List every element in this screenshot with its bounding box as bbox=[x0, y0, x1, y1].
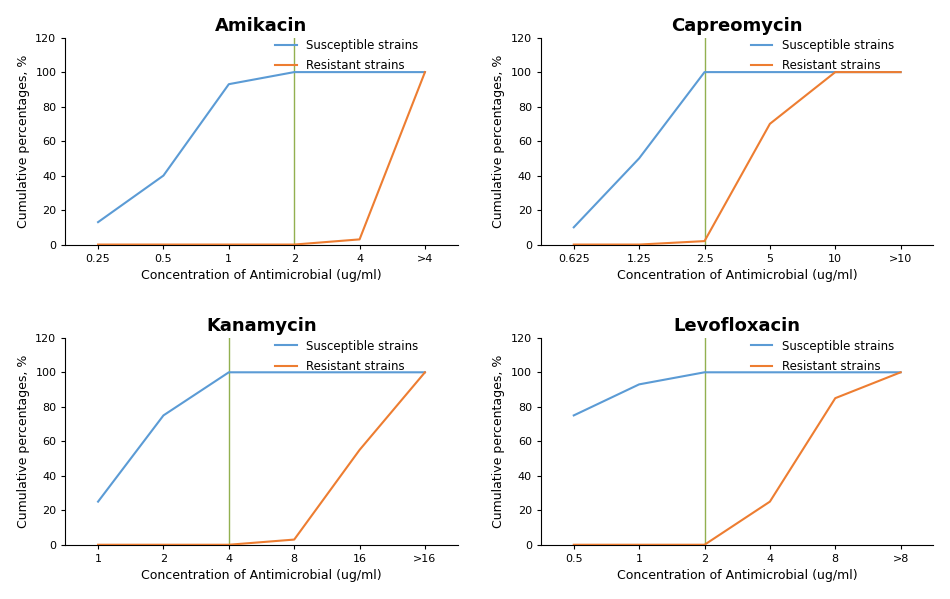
Resistant strains bbox=[353, 446, 365, 453]
Susceptible strains bbox=[829, 369, 841, 376]
Susceptible strains bbox=[634, 381, 645, 388]
Legend: Susceptible strains, Resistant strains: Susceptible strains, Resistant strains bbox=[276, 40, 418, 72]
X-axis label: Concentration of Antimicrobial (ug/ml): Concentration of Antimicrobial (ug/ml) bbox=[142, 269, 382, 282]
Susceptible strains bbox=[289, 68, 300, 75]
Resistant strains bbox=[634, 541, 645, 548]
X-axis label: Concentration of Antimicrobial (ug/ml): Concentration of Antimicrobial (ug/ml) bbox=[617, 569, 858, 582]
Susceptible strains bbox=[699, 68, 711, 75]
Resistant strains bbox=[634, 241, 645, 248]
Resistant strains bbox=[829, 68, 841, 75]
Resistant strains bbox=[223, 241, 235, 248]
Resistant strains bbox=[419, 68, 430, 75]
Susceptible strains bbox=[634, 155, 645, 162]
Susceptible strains bbox=[223, 369, 235, 376]
Susceptible strains bbox=[764, 68, 775, 75]
Y-axis label: Cumulative percentages, %: Cumulative percentages, % bbox=[17, 355, 29, 528]
Line: Resistant strains: Resistant strains bbox=[574, 373, 901, 544]
Resistant strains bbox=[353, 236, 365, 243]
Line: Susceptible strains: Susceptible strains bbox=[574, 72, 901, 227]
Susceptible strains bbox=[353, 68, 365, 75]
Resistant strains bbox=[764, 498, 775, 505]
Resistant strains bbox=[92, 541, 104, 548]
Y-axis label: Cumulative percentages, %: Cumulative percentages, % bbox=[17, 55, 29, 228]
Line: Susceptible strains: Susceptible strains bbox=[98, 373, 425, 501]
Resistant strains bbox=[829, 395, 841, 402]
Resistant strains bbox=[419, 369, 430, 376]
Susceptible strains bbox=[419, 369, 430, 376]
Line: Resistant strains: Resistant strains bbox=[98, 72, 425, 244]
Susceptible strains bbox=[158, 412, 169, 419]
Resistant strains bbox=[158, 241, 169, 248]
Resistant strains bbox=[223, 541, 235, 548]
Resistant strains bbox=[764, 120, 775, 128]
X-axis label: Concentration of Antimicrobial (ug/ml): Concentration of Antimicrobial (ug/ml) bbox=[142, 569, 382, 582]
Susceptible strains bbox=[829, 68, 841, 75]
Line: Resistant strains: Resistant strains bbox=[98, 373, 425, 544]
Resistant strains bbox=[699, 238, 711, 245]
Title: Kanamycin: Kanamycin bbox=[206, 317, 316, 335]
Susceptible strains bbox=[895, 369, 906, 376]
Resistant strains bbox=[699, 541, 711, 548]
Y-axis label: Cumulative percentages, %: Cumulative percentages, % bbox=[492, 55, 505, 228]
Resistant strains bbox=[568, 541, 580, 548]
Legend: Susceptible strains, Resistant strains: Susceptible strains, Resistant strains bbox=[750, 40, 894, 72]
Resistant strains bbox=[289, 536, 300, 543]
Legend: Susceptible strains, Resistant strains: Susceptible strains, Resistant strains bbox=[276, 340, 418, 373]
Susceptible strains bbox=[895, 68, 906, 75]
X-axis label: Concentration of Antimicrobial (ug/ml): Concentration of Antimicrobial (ug/ml) bbox=[617, 269, 858, 282]
Title: Capreomycin: Capreomycin bbox=[672, 17, 803, 35]
Resistant strains bbox=[895, 369, 906, 376]
Susceptible strains bbox=[764, 369, 775, 376]
Resistant strains bbox=[289, 241, 300, 248]
Title: Levofloxacin: Levofloxacin bbox=[674, 317, 801, 335]
Susceptible strains bbox=[158, 172, 169, 179]
Susceptible strains bbox=[92, 219, 104, 226]
Susceptible strains bbox=[353, 369, 365, 376]
Susceptible strains bbox=[92, 498, 104, 505]
Resistant strains bbox=[568, 241, 580, 248]
Susceptible strains bbox=[419, 68, 430, 75]
Resistant strains bbox=[92, 241, 104, 248]
Susceptible strains bbox=[568, 223, 580, 231]
Y-axis label: Cumulative percentages, %: Cumulative percentages, % bbox=[492, 355, 505, 528]
Susceptible strains bbox=[699, 369, 711, 376]
Legend: Susceptible strains, Resistant strains: Susceptible strains, Resistant strains bbox=[750, 340, 894, 373]
Resistant strains bbox=[158, 541, 169, 548]
Line: Susceptible strains: Susceptible strains bbox=[574, 373, 901, 416]
Line: Resistant strains: Resistant strains bbox=[574, 72, 901, 244]
Line: Susceptible strains: Susceptible strains bbox=[98, 72, 425, 222]
Susceptible strains bbox=[223, 81, 235, 88]
Resistant strains bbox=[895, 68, 906, 75]
Susceptible strains bbox=[289, 369, 300, 376]
Title: Amikacin: Amikacin bbox=[216, 17, 308, 35]
Susceptible strains bbox=[568, 412, 580, 419]
